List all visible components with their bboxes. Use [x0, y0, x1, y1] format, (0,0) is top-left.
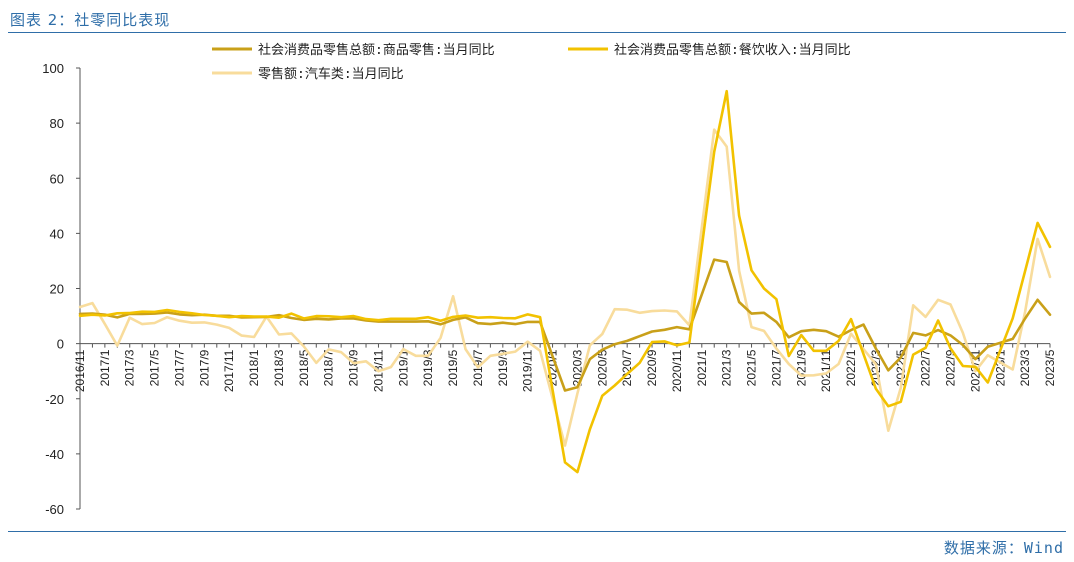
- y-tick-label: 80: [50, 116, 64, 131]
- y-tick-label: -40: [45, 447, 64, 462]
- bottom-rule: [8, 531, 1066, 532]
- title-bar: 图表 2：社零同比表现: [8, 6, 1066, 33]
- series-line-3: [78, 128, 1052, 447]
- x-tick-label: 2021/1: [695, 349, 709, 386]
- y-tick-label: -60: [45, 502, 64, 517]
- x-tick-label: 2017/3: [123, 349, 137, 386]
- y-tick-label: 20: [50, 282, 64, 297]
- legend-label-3: 零售额:汽车类:当月同比: [258, 66, 404, 82]
- legend-label-1: 社会消费品零售总额:商品零售:当月同比: [258, 42, 495, 58]
- x-tick-label: 2017/1: [98, 349, 112, 386]
- legend-label-2: 社会消费品零售总额:餐饮收入:当月同比: [614, 42, 851, 58]
- x-tick-label: 2020/9: [645, 349, 659, 386]
- y-tick-label: 0: [57, 337, 64, 352]
- x-tick-label: 2019/11: [521, 349, 535, 392]
- x-tick-label: 2020/11: [670, 349, 684, 392]
- x-tick-label: 2021/9: [794, 349, 808, 386]
- x-tick-label: 2018/1: [247, 349, 261, 386]
- x-tick-label: 2017/5: [148, 349, 162, 386]
- y-tick-label: 60: [50, 171, 64, 186]
- x-tick-label: 2016/11: [73, 349, 87, 392]
- x-tick-label: 2018/9: [347, 349, 361, 386]
- x-tick-label: 2023/3: [1018, 349, 1032, 386]
- x-tick-label: 2017/9: [197, 349, 211, 386]
- x-tick-label: 2021/5: [745, 349, 759, 386]
- x-tick-label: 2020/5: [595, 349, 609, 386]
- x-tick-label: 2021/7: [769, 349, 783, 386]
- x-tick-label: 2023/5: [1043, 349, 1057, 386]
- source-note: 数据来源：Wind: [943, 539, 1064, 557]
- x-tick-label: 2019/3: [421, 349, 435, 386]
- x-tick-label: 2020/7: [620, 349, 634, 386]
- x-tick-label: 2022/1: [844, 349, 858, 386]
- x-tick-label: 2019/1: [396, 349, 410, 386]
- y-tick-label: 100: [42, 61, 64, 76]
- x-tick-label: 2022/7: [919, 349, 933, 386]
- x-tick-label: 2018/5: [297, 349, 311, 386]
- x-tick-label: 2023/1: [993, 349, 1007, 386]
- chart-caption: 图表 2：社零同比表现: [10, 11, 171, 29]
- x-tick-label: 2017/7: [172, 349, 186, 386]
- x-tick-label: 2019/5: [446, 349, 460, 386]
- y-tick-label: -20: [45, 392, 64, 407]
- x-tick-label: 2021/3: [720, 349, 734, 386]
- x-tick-label: 2018/7: [322, 349, 336, 386]
- x-tick-label: 2018/3: [272, 349, 286, 386]
- x-tick-label: 2020/3: [570, 349, 584, 386]
- x-tick-label: 2022/9: [944, 349, 958, 386]
- x-tick-label: 2019/9: [496, 349, 510, 386]
- series-line-2: [78, 89, 1052, 474]
- x-tick-label: 2021/11: [819, 349, 833, 392]
- y-tick-label: 40: [50, 226, 64, 241]
- x-tick-label: 2017/11: [222, 349, 236, 392]
